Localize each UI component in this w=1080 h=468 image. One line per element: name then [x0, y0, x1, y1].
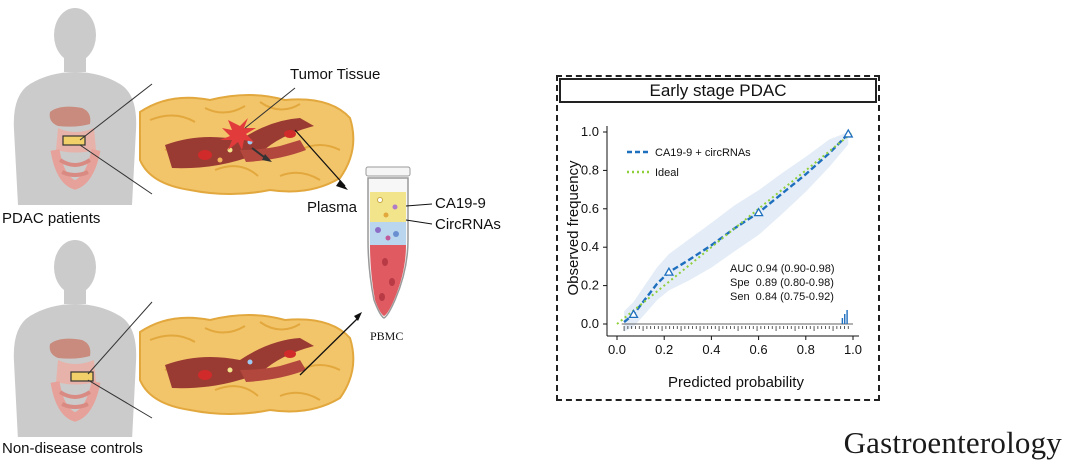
x-tick-label: 1.0 — [844, 342, 862, 357]
zoom-line — [87, 379, 153, 419]
calibration-chart: 0.0 0.2 0.4 0.6 0.8 1.0 0.0 0.2 0.4 0.6 0.8 1.0 CA1… — [565, 124, 862, 391]
y-tick-label: 0.0 — [581, 316, 599, 331]
zoom-line — [87, 301, 153, 375]
y-tick-label: 1.0 — [581, 124, 599, 139]
x-tick-label: 0.0 — [608, 342, 626, 357]
y-tick-label: 0.6 — [581, 201, 599, 216]
x-axis-label: Predicted probability — [668, 374, 804, 391]
pbmc-label: PBMC — [370, 329, 404, 343]
legend-label: Ideal — [655, 167, 679, 179]
x-tick-label: 0.8 — [797, 342, 815, 357]
calibration-marker — [628, 309, 639, 319]
pancreas-tissue-bottom — [139, 314, 355, 415]
calibration-title-box: Early stage PDAC — [559, 78, 877, 103]
calibration-marker — [663, 266, 675, 276]
ca199-label: CA19-9 — [435, 195, 486, 212]
tumor-tissue-label: Tumor Tissue — [290, 66, 381, 83]
plasma-label: Plasma — [307, 199, 358, 216]
x-tick-label: 0.2 — [655, 342, 673, 357]
journal-logo: Gastroenterology — [843, 425, 1062, 460]
y-tick-label: 0.2 — [581, 278, 599, 293]
stat-annotation: AUC 0.94 (0.90-0.98) — [730, 263, 835, 275]
controls-label: Non-disease controls — [2, 440, 143, 457]
blood-tube — [365, 166, 411, 319]
x-tick-label: 0.6 — [750, 342, 768, 357]
calibration-panel-frame — [556, 75, 880, 401]
x-tick-label: 0.4 — [702, 342, 720, 357]
y-tick-label: 0.4 — [581, 239, 599, 254]
tumor-pointer — [244, 87, 296, 129]
arrow-to-pbmc — [299, 317, 359, 376]
stat-annotation: Sen 0.84 (0.75-0.92) — [730, 291, 834, 303]
pdac-patients-label: PDAC patients — [2, 210, 101, 227]
y-axis-label: Observed frequency — [565, 160, 582, 296]
control-figure — [13, 240, 137, 437]
calibration-marker — [843, 128, 854, 138]
arrow-to-plasma — [294, 129, 346, 187]
stat-annotation: Spe 0.89 (0.80-0.98) — [730, 277, 834, 289]
calibration-marker — [753, 207, 764, 217]
pancreas-tissue-top — [139, 94, 355, 195]
circrnas-label: CircRNAs — [435, 216, 501, 233]
ideal-line — [616, 131, 854, 325]
axes-layer: 0.0 0.2 0.4 0.6 0.8 1.0 0.0 0.2 0.4 0.6 0.8 1.0 — [581, 124, 862, 357]
patient-figure — [13, 8, 137, 205]
chart-title: Early stage PDAC — [649, 81, 787, 100]
circrna-pointer — [405, 219, 433, 225]
stats-annotations: AUC 0.94 (0.90-0.98) Spe 0.89 (0.80-0.98)… — [730, 263, 835, 303]
y-tick-label: 0.8 — [581, 162, 599, 177]
legend: CA19-9 + circRNAs Ideal — [627, 147, 751, 179]
legend-label: CA19-9 + circRNAs — [655, 147, 751, 159]
zoom-line — [79, 144, 153, 195]
model-calibration-line — [623, 133, 850, 324]
rug-layer — [621, 310, 853, 331]
ca199-pointer — [405, 203, 433, 207]
series-layer — [616, 128, 854, 325]
zoom-line — [79, 83, 153, 141]
